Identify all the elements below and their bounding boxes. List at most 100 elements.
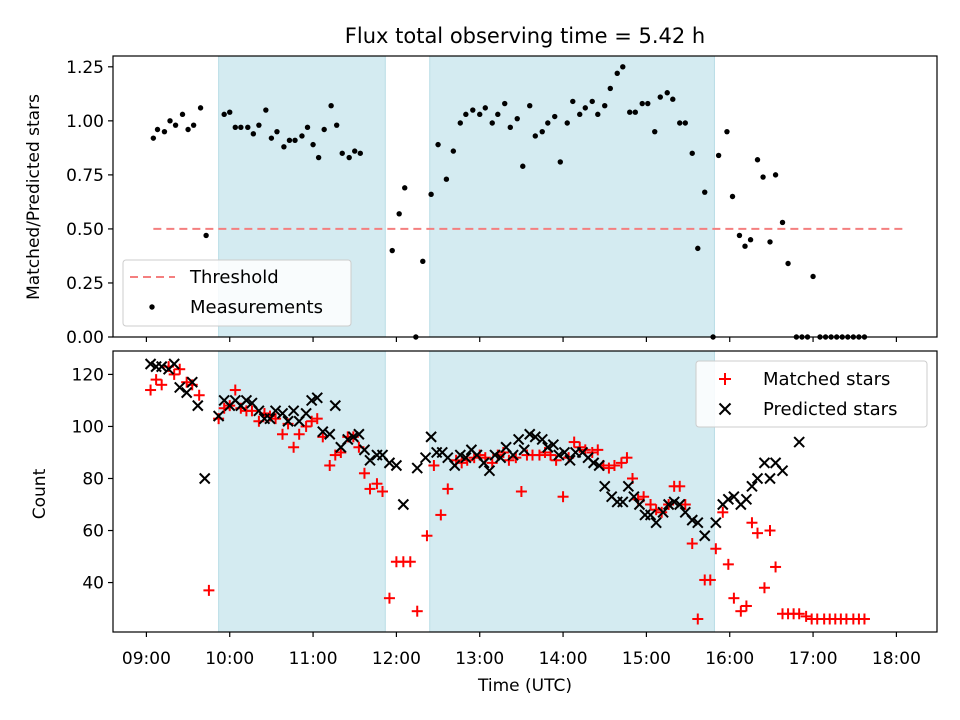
measurement-point — [321, 126, 327, 133]
predicted-point — [529, 431, 541, 443]
y-tick-label: 1.25 — [66, 58, 104, 78]
y-tick-label: 0.25 — [66, 274, 104, 294]
matched-point — [692, 613, 704, 625]
predicted-point — [253, 405, 265, 417]
matched-point — [740, 600, 752, 612]
predicted-point — [587, 457, 600, 469]
measurement-point — [570, 98, 576, 105]
top-legend-box — [122, 259, 352, 327]
measurement-point — [256, 122, 262, 128]
predicted-point — [644, 509, 657, 521]
chart-title: Flux total observing time = 5.42 h — [345, 24, 705, 48]
matched-point — [288, 441, 300, 453]
matched-point — [557, 491, 569, 503]
predicted-point — [764, 472, 776, 485]
predicted-point — [324, 428, 336, 440]
predicted-point — [287, 405, 300, 417]
measurement-point — [457, 120, 463, 126]
matched-point — [764, 525, 776, 537]
legend-plus-marker — [719, 373, 731, 385]
shaded-region — [218, 350, 386, 633]
measurement-point — [715, 152, 722, 159]
matched-point — [383, 592, 395, 604]
predicted-point — [411, 462, 423, 474]
predicted-point — [353, 428, 365, 440]
x-tick-label: 15:00 — [622, 649, 671, 669]
predicted-point — [192, 399, 204, 412]
matched-point — [679, 499, 691, 511]
matched-point — [704, 574, 716, 586]
matched-point — [758, 582, 770, 594]
predicted-point — [512, 433, 525, 446]
measurement-point — [689, 150, 695, 156]
predicted-point — [617, 496, 629, 508]
measurement-point — [420, 258, 426, 265]
measurement-point — [161, 128, 168, 135]
predicted-point — [740, 493, 753, 506]
measurement-point — [299, 133, 305, 139]
measurement-point — [595, 111, 601, 118]
measurement-point — [292, 137, 298, 143]
predicted-point — [168, 358, 180, 370]
measurement-point — [589, 98, 595, 105]
matched-point — [300, 420, 312, 432]
measurement-point — [729, 193, 736, 200]
measurement-point — [724, 128, 730, 135]
measurement-point — [154, 126, 161, 133]
legend-threshold-label: Threshold — [189, 267, 279, 288]
measurement-point — [315, 154, 322, 161]
predicted-point — [722, 493, 735, 506]
predicted-point — [300, 407, 312, 420]
measurement-point — [527, 103, 533, 109]
measurement-point — [172, 122, 179, 128]
predicted-point — [282, 415, 294, 427]
matched-point — [728, 592, 740, 604]
measurement-point — [167, 118, 173, 124]
legend-x-marker — [718, 402, 732, 416]
bottom-shaded-regions — [218, 350, 715, 633]
matched-point — [229, 384, 241, 396]
predicted-point — [536, 433, 548, 446]
matched-point — [364, 483, 376, 495]
matched-point — [858, 613, 870, 625]
predicted-point — [650, 517, 662, 529]
measurement-point — [238, 124, 244, 131]
matched-point — [752, 527, 764, 539]
measurement-point — [785, 260, 791, 267]
matched-point — [277, 428, 289, 440]
matched-point — [515, 486, 527, 497]
predicted-point — [311, 392, 323, 404]
y-tick-label: 60 — [82, 522, 104, 542]
predicted-point — [364, 454, 376, 466]
matched-point — [311, 413, 323, 425]
matched-point — [168, 368, 180, 380]
measurement-point — [767, 239, 773, 245]
measurements-series — [150, 64, 868, 340]
measurement-point — [263, 107, 269, 113]
measurement-point — [502, 100, 508, 107]
legend-predicted-swatch — [718, 402, 732, 416]
predicted-point — [449, 459, 461, 472]
measurement-point — [150, 135, 157, 141]
measurement-point — [333, 122, 340, 128]
measurement-point — [470, 107, 476, 113]
predicted-point — [155, 360, 168, 373]
legend-measurements-label: Measurements — [190, 297, 323, 318]
bottom-legend-box — [695, 360, 928, 428]
predicted-point — [657, 506, 669, 519]
measurement-point — [435, 141, 441, 148]
y-tick-label: 80 — [82, 469, 104, 489]
predicted-point — [558, 446, 571, 459]
predicted-point — [317, 425, 329, 438]
predicted-stars-series — [144, 358, 805, 542]
measurement-point — [463, 111, 469, 118]
predicted-point — [383, 457, 396, 469]
matched-point — [371, 478, 383, 490]
y-tick-label: 1.00 — [66, 112, 104, 132]
predicted-point — [180, 386, 193, 399]
measurement-point — [495, 111, 501, 118]
measurement-point — [339, 150, 345, 156]
matched-point — [770, 561, 782, 573]
measurement-point — [677, 120, 683, 126]
predicted-point — [390, 459, 403, 472]
